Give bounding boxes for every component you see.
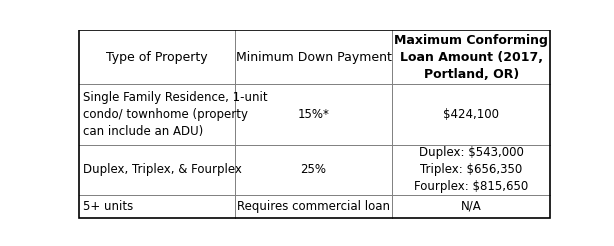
Text: Single Family Residence, 1-unit
condo/ townhome (property
can include an ADU): Single Family Residence, 1-unit condo/ t…: [83, 91, 268, 138]
Text: N/A: N/A: [461, 200, 482, 213]
Text: Type of Property: Type of Property: [106, 51, 208, 64]
Text: $424,100: $424,100: [443, 108, 499, 121]
Text: Duplex: $543,000
Triplex: $656,350
Fourplex: $815,650: Duplex: $543,000 Triplex: $656,350 Fourp…: [414, 146, 529, 193]
Text: Minimum Down Payment: Minimum Down Payment: [236, 51, 392, 64]
Text: Requires commercial loan: Requires commercial loan: [237, 200, 390, 213]
Text: 15%*: 15%*: [298, 108, 330, 121]
Text: 25%: 25%: [300, 163, 327, 176]
Text: 5+ units: 5+ units: [83, 200, 133, 213]
Text: Duplex, Triplex, & Fourplex: Duplex, Triplex, & Fourplex: [83, 163, 242, 176]
Text: Maximum Conforming
Loan Amount (2017,
Portland, OR): Maximum Conforming Loan Amount (2017, Po…: [394, 34, 548, 81]
